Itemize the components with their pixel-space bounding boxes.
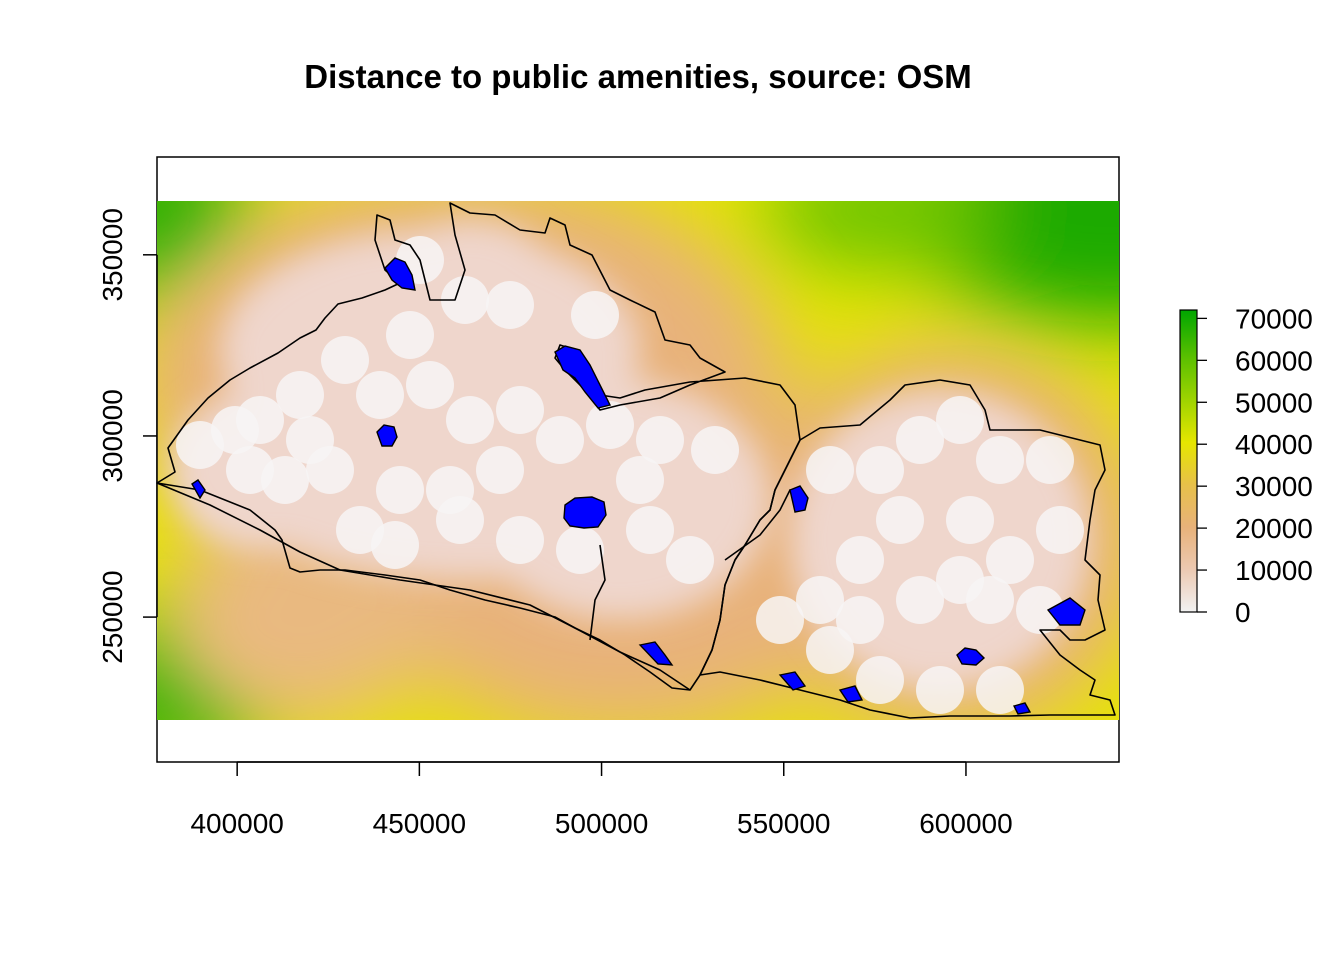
legend: 0 10000 20000 30000 40000 50000 60000 70000 [1179, 303, 1313, 628]
amenity-proximity-spot [946, 496, 994, 544]
amenity-proximity-spot [616, 456, 664, 504]
legend-tick-label: 40000 [1235, 429, 1313, 460]
amenity-proximity-spot [666, 536, 714, 584]
amenity-proximity-spot [691, 426, 739, 474]
amenity-proximity-spot [986, 536, 1034, 584]
amenity-proximity-spot [756, 596, 804, 644]
amenity-proximity-spot [406, 361, 454, 409]
amenity-proximity-spot [836, 536, 884, 584]
legend-tick-label: 70000 [1235, 303, 1313, 334]
y-axis: 250000 300000 350000 [97, 208, 158, 664]
amenity-proximity-spot [486, 281, 534, 329]
amenity-proximity-spot [496, 386, 544, 434]
coastline-west [156, 482, 691, 691]
lake-east [956, 647, 986, 666]
amenity-proximity-spot [286, 416, 334, 464]
amenity-proximity-spot [496, 516, 544, 564]
amenity-proximity-spot [356, 371, 404, 419]
amenity-proximity-spot [436, 496, 484, 544]
amenity-proximity-spot [1036, 506, 1084, 554]
amenity-proximity-spot [386, 311, 434, 359]
y-tick-label: 250000 [97, 570, 128, 663]
lakes [191, 257, 1086, 715]
legend-tick-label: 30000 [1235, 471, 1313, 502]
lake-ilopango [563, 496, 607, 529]
amenity-proximity-spot [626, 506, 674, 554]
gulf-islands [1046, 597, 1086, 626]
amenity-proximity-spot [321, 336, 369, 384]
amenity-proximity-spot [806, 626, 854, 674]
amenity-proximity-spot [806, 446, 854, 494]
lake-north [384, 257, 416, 291]
amenity-proximity-spot [586, 401, 634, 449]
lagoon-southeast [1012, 702, 1032, 715]
amenity-proximity-spot [446, 396, 494, 444]
plot-title: Distance to public amenities, source: OS… [304, 58, 972, 95]
lagoon-coast-3 [838, 685, 864, 703]
legend-tick-label: 0 [1235, 597, 1251, 628]
amenity-proximity-spot [476, 446, 524, 494]
amenity-proximity-spot [556, 526, 604, 574]
lagoon-coast-2 [778, 671, 807, 691]
amenity-proximity-spot [176, 421, 224, 469]
amenity-proximity-spot [836, 596, 884, 644]
amenity-proximity-spot [966, 576, 1014, 624]
legend-tick-label: 60000 [1235, 345, 1313, 376]
amenity-proximity-spot [976, 436, 1024, 484]
amenity-proximity-spot [1016, 586, 1064, 634]
amenity-proximity-spot [856, 446, 904, 494]
amenity-proximity-spot [856, 656, 904, 704]
legend-tick-label: 50000 [1235, 387, 1313, 418]
amenity-proximity-spot [936, 396, 984, 444]
distance-raster [157, 201, 1119, 720]
y-tick-label: 350000 [97, 208, 128, 301]
amenity-proximity-spot [1026, 436, 1074, 484]
eastern-region-outline [699, 379, 1116, 719]
amenity-proximity-spot [636, 416, 684, 464]
amenity-proximity-spot [876, 496, 924, 544]
amenity-proximity-spot [376, 466, 424, 514]
lagoon-west [191, 479, 206, 500]
amenity-proximity-spot [276, 371, 324, 419]
legend-colorbar [1179, 309, 1198, 613]
lagoon-coast-1 [638, 641, 674, 666]
amenity-proximity-spot [371, 521, 419, 569]
amenity-proximity-spot [571, 291, 619, 339]
amenity-proximity-spot [441, 276, 489, 324]
x-tick-label: 550000 [737, 808, 830, 839]
reservoir-east [789, 485, 809, 513]
amenity-proximity-spot [916, 666, 964, 714]
x-tick-label: 400000 [190, 808, 283, 839]
internal-border-2 [589, 544, 606, 641]
x-axis: 400000 450000 500000 550000 600000 [190, 761, 1013, 839]
amenity-proximity-spot [896, 576, 944, 624]
x-tick-label: 600000 [919, 808, 1012, 839]
amenity-proximity-spot [796, 576, 844, 624]
legend-tick-label: 10000 [1235, 555, 1313, 586]
y-tick-label: 300000 [97, 389, 128, 482]
amenity-proximity-spot [896, 416, 944, 464]
x-tick-label: 450000 [373, 808, 466, 839]
amenity-proximity-spot [226, 446, 274, 494]
legend-tick-label: 20000 [1235, 513, 1313, 544]
x-tick-label: 500000 [555, 808, 648, 839]
lake-coatepeque [376, 424, 398, 447]
amenity-proximity-spot [536, 416, 584, 464]
lake-central-north [554, 345, 612, 409]
amenity-proximity-spot [976, 666, 1024, 714]
